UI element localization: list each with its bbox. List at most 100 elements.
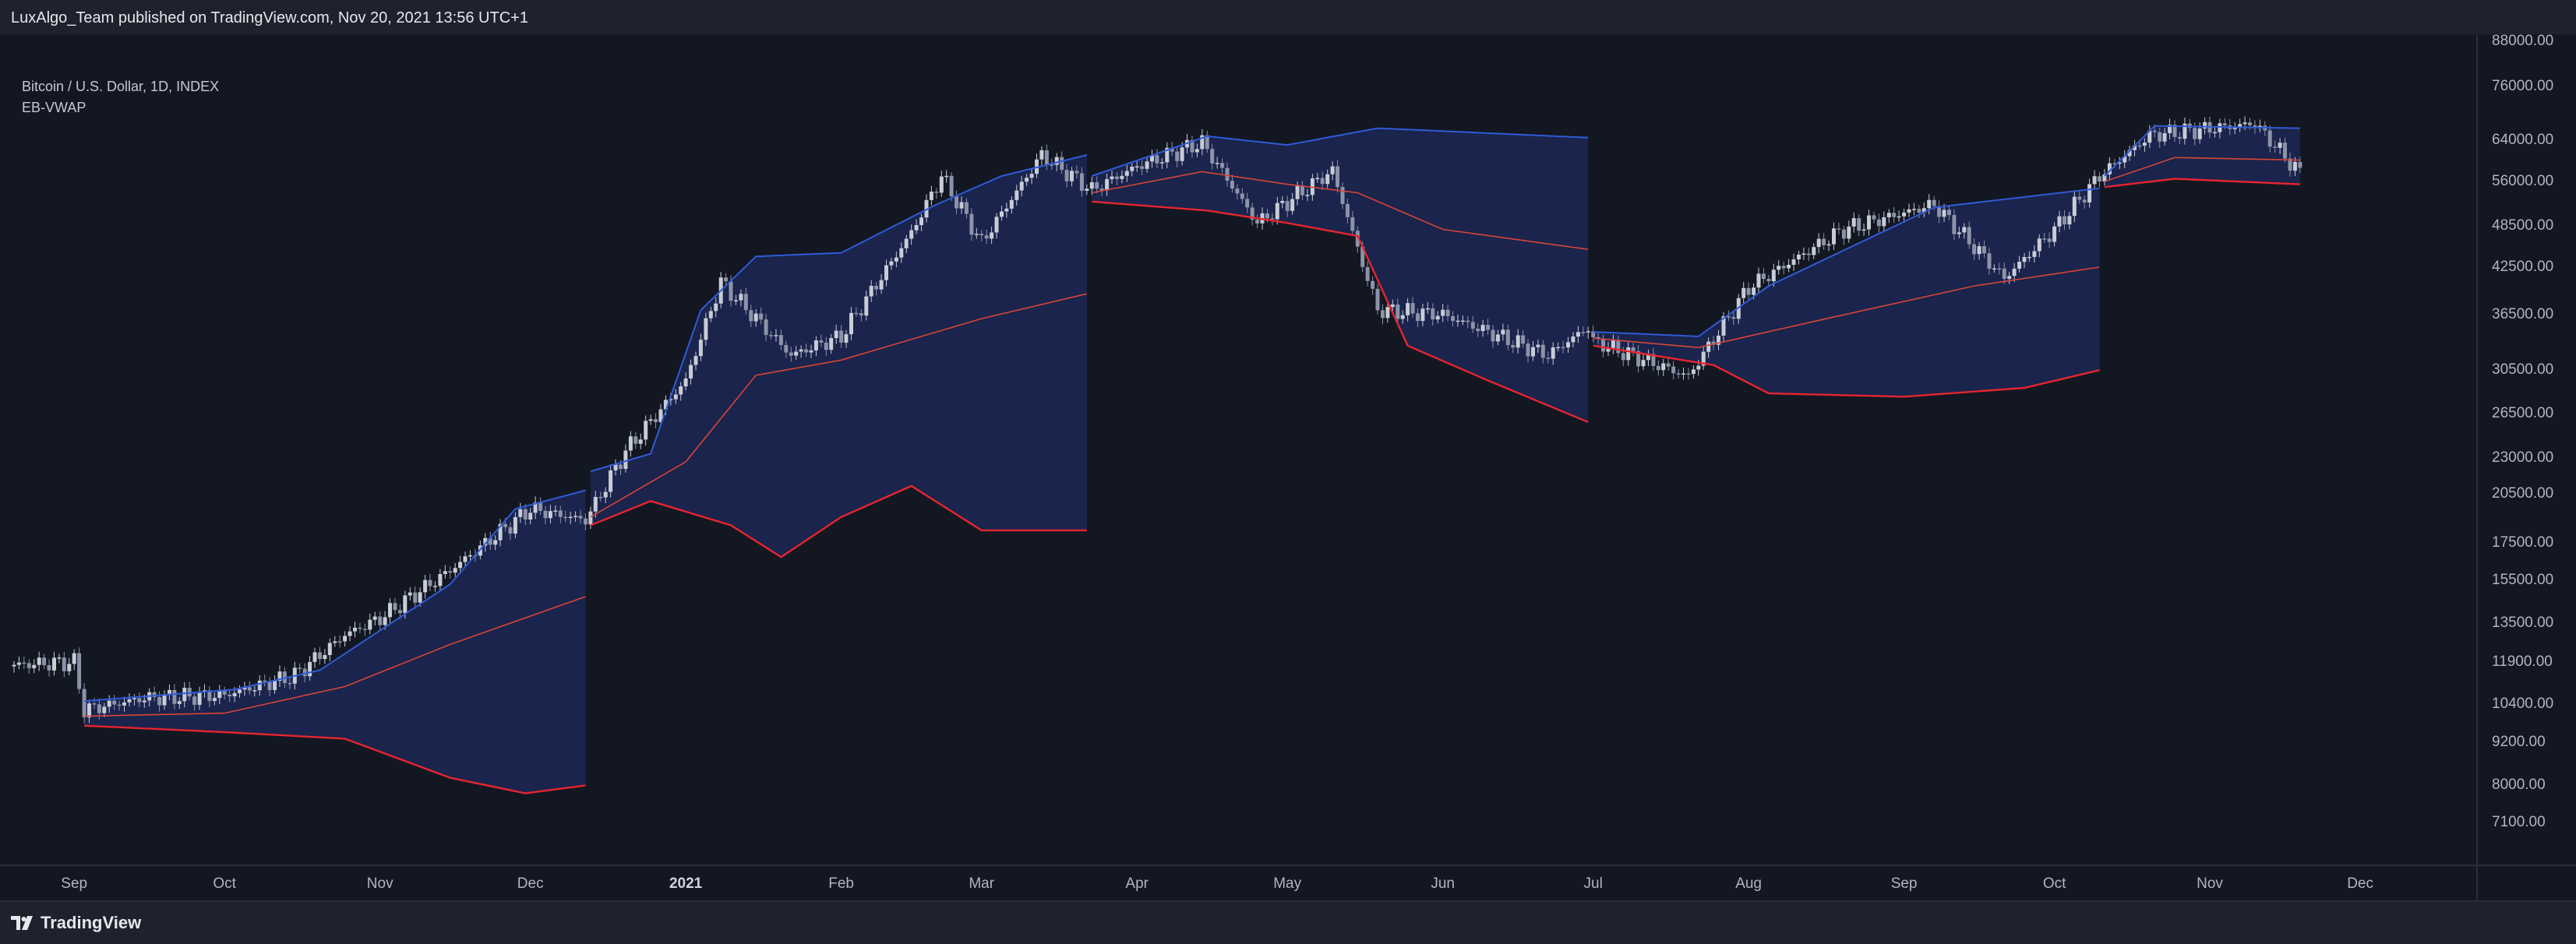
candle: [1576, 326, 1580, 343]
candle: [32, 659, 37, 674]
price-axis[interactable]: 88000.00 76000.00 64000.00 56000.00 48500.00…: [2476, 33, 2576, 865]
candle-body: [207, 690, 212, 701]
candle: [2172, 120, 2177, 143]
candle: [102, 703, 107, 717]
candle-body: [1134, 166, 1139, 167]
candle: [558, 505, 563, 523]
price-chart-svg[interactable]: [0, 34, 2476, 865]
candle: [1210, 143, 1215, 170]
candle-body: [603, 491, 608, 498]
candle-body: [1124, 171, 1129, 176]
candle-body: [2092, 176, 2097, 185]
candle-body: [1521, 335, 1526, 344]
time-axis[interactable]: Sep Oct Nov Dec 2021 Feb Mar Apr May Jun Jul Aug Sep…: [0, 865, 2476, 902]
tradingview-brand[interactable]: TradingView: [11, 913, 141, 933]
candle-body: [1606, 347, 1611, 352]
candle-body: [368, 619, 372, 630]
lower-line-0: [84, 724, 586, 794]
candle: [679, 382, 683, 401]
candle: [568, 512, 573, 525]
y-tick-label: 15500.00: [2492, 571, 2554, 588]
candle-body: [538, 502, 543, 511]
candle: [1420, 303, 1425, 326]
candle: [1521, 329, 1526, 348]
candle-body: [468, 555, 472, 557]
candle: [1581, 326, 1586, 336]
candle-body: [1060, 157, 1064, 171]
candle: [107, 695, 111, 713]
candle-body: [267, 681, 272, 690]
candle-body: [1350, 217, 1355, 231]
candle: [1516, 329, 1520, 354]
candle-body: [1245, 199, 1250, 208]
candle: [343, 631, 348, 647]
candle: [1947, 206, 1951, 220]
candle-body: [1781, 266, 1786, 269]
candle: [1911, 203, 1916, 216]
candle: [894, 252, 898, 268]
candle-body: [1205, 135, 1209, 150]
candle-body: [2168, 125, 2172, 133]
candle-body: [1977, 246, 1981, 255]
candle: [443, 565, 447, 579]
candle-body: [1255, 220, 1260, 224]
candle-body: [1997, 268, 2002, 270]
candle: [122, 696, 126, 712]
candle: [1355, 226, 1360, 253]
candle: [1340, 182, 1345, 210]
candle-body: [423, 579, 428, 593]
candle: [1456, 314, 1460, 327]
candle: [1451, 311, 1455, 327]
candle-body: [1797, 254, 1801, 259]
candle-body: [1731, 317, 1736, 319]
candle-body: [1480, 325, 1485, 331]
candle-body: [2047, 238, 2052, 242]
candle: [1511, 340, 1516, 354]
candle-body: [834, 330, 838, 338]
candle: [1812, 243, 1816, 259]
candle: [1777, 260, 1781, 275]
candle-body: [849, 312, 853, 335]
candle: [2102, 168, 2107, 186]
candle-body: [1911, 209, 1916, 210]
candle-body: [443, 571, 447, 574]
candle: [939, 171, 944, 197]
candle-body: [1385, 307, 1390, 319]
candle: [1867, 210, 1871, 236]
candle: [2283, 137, 2287, 163]
candle: [869, 280, 873, 302]
candle-body: [1165, 147, 1170, 163]
candle-body: [2137, 145, 2142, 147]
candle: [1270, 213, 1275, 226]
candle-body: [12, 664, 16, 667]
candle: [819, 334, 824, 347]
candle-body: [212, 698, 217, 702]
candle-body: [1476, 328, 1480, 332]
candle-body: [969, 213, 974, 235]
candle: [62, 651, 66, 678]
candle-body: [1075, 171, 1079, 174]
candle-body: [162, 694, 167, 706]
candle: [1115, 172, 1119, 185]
candle: [1075, 165, 1079, 179]
candle: [1636, 345, 1641, 373]
candle-body: [889, 261, 894, 266]
candle-body: [708, 311, 713, 319]
candle-body: [673, 394, 678, 400]
x-tick-label: Nov: [2197, 875, 2223, 892]
plot-area[interactable]: Bitcoin / U.S. Dollar, 1D, INDEX EB-VWAP: [0, 34, 2476, 865]
candle-body: [654, 419, 658, 422]
candle-body: [72, 653, 76, 664]
candle-body: [327, 643, 332, 655]
candle-body: [2267, 130, 2272, 147]
candle-body: [247, 687, 252, 691]
candle-body: [2042, 238, 2047, 240]
candle: [222, 686, 227, 699]
candle: [724, 273, 729, 287]
candle: [794, 346, 799, 360]
candle-body: [1505, 329, 1510, 345]
candle-body: [949, 175, 954, 197]
candle-body: [1025, 178, 1029, 182]
candle: [2087, 178, 2092, 208]
candle: [628, 431, 633, 457]
